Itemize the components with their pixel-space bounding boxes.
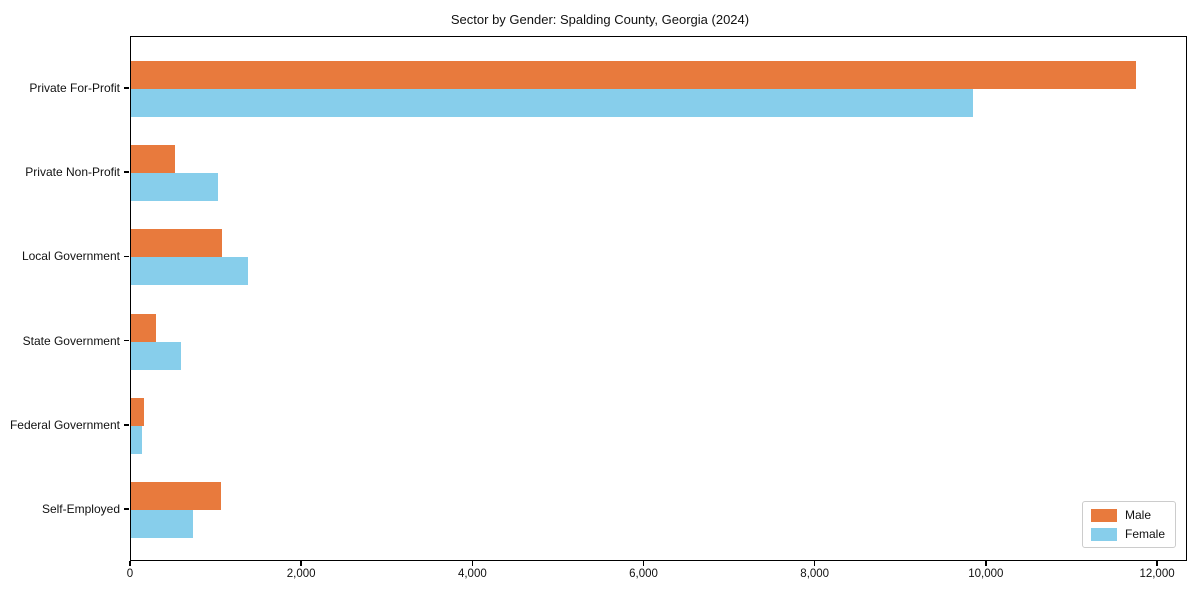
y-axis-label-self-employed: Self-Employed (41, 502, 120, 516)
x-tick-mark (129, 561, 131, 566)
plot-area (130, 36, 1187, 561)
legend: Male Female (1081, 501, 1176, 548)
y-tick-mark (124, 171, 129, 173)
bar-male-self-employed (131, 482, 222, 510)
x-tick-mark (813, 561, 816, 566)
x-axis-tick-label: 10,000 (968, 568, 1004, 580)
y-tick-mark (124, 87, 129, 89)
x-axis-tick-label: 4,000 (457, 568, 487, 580)
bar-female-local-government (131, 257, 249, 286)
y-tick-mark (124, 339, 129, 342)
y-axis-label-private-for-profit: Private For-Profit (29, 81, 120, 95)
x-axis-tick-label: 2,000 (286, 568, 316, 580)
x-axis-tick-label: 12,000 (1139, 568, 1175, 580)
legend-item-female: Female (1090, 527, 1165, 541)
y-tick-mark (124, 508, 129, 510)
x-tick-mark (471, 561, 474, 566)
y-tick-mark (124, 424, 129, 426)
bar-male-private-non-profit (131, 145, 175, 174)
legend-item-male: Male (1090, 508, 1165, 522)
bar-female-private-for-profit (131, 89, 974, 117)
y-tick-mark (124, 255, 129, 258)
y-axis-label-state-government: State Government (22, 333, 120, 348)
x-axis-tick-label: 8,000 (800, 568, 830, 580)
bar-male-private-for-profit (131, 61, 1136, 89)
x-tick-mark (300, 561, 302, 566)
x-axis-tick-label: 6,000 (629, 568, 658, 580)
legend-swatch-male (1090, 508, 1117, 522)
y-axis-label-local-government: Local Government (21, 249, 120, 264)
y-axis-label-federal-government: Federal Government (9, 417, 120, 432)
legend-label-male: Male (1124, 508, 1151, 522)
x-axis-tick-label: 0 (126, 568, 134, 580)
chart-title: Sector by Gender: Spalding County, Georg… (450, 12, 750, 27)
bar-female-state-government (131, 341, 181, 370)
y-axis-label-private-non-profit: Private Non-Profit (25, 165, 120, 180)
x-tick-mark (642, 561, 645, 566)
bar-male-federal-government (131, 397, 145, 426)
legend-swatch-female (1090, 527, 1117, 541)
bar-male-local-government (131, 229, 222, 258)
bar-male-state-government (131, 313, 156, 342)
x-tick-mark (985, 561, 987, 566)
x-tick-mark (1156, 561, 1158, 566)
bar-female-federal-government (131, 425, 143, 454)
legend-label-female: Female (1124, 527, 1165, 541)
bar-female-private-non-profit (131, 173, 219, 202)
bar-female-self-employed (131, 510, 193, 538)
